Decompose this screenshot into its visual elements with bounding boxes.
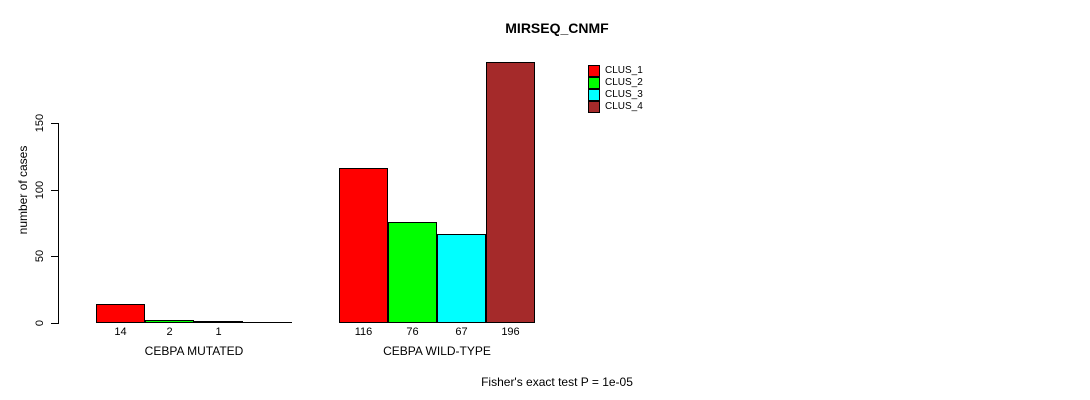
legend-item: CLUS_2 <box>588 77 643 89</box>
legend-label: CLUS_3 <box>605 89 643 100</box>
bar-value-label: 14 <box>114 326 127 338</box>
y-axis-tick <box>51 256 58 257</box>
y-axis-tick-label: 50 <box>34 249 46 263</box>
bar-value-label: 116 <box>354 326 373 338</box>
bar-clus_3-cebpa-mutated <box>194 321 243 323</box>
y-axis-tick <box>51 123 58 124</box>
legend-swatch-icon <box>588 101 600 113</box>
y-axis-title: number of cases <box>16 145 30 235</box>
y-axis-tick <box>51 190 58 191</box>
legend: CLUS_1 CLUS_2 CLUS_3 CLUS_4 <box>588 65 643 113</box>
bar-value-label: 76 <box>406 326 419 338</box>
legend-item: CLUS_1 <box>588 65 643 77</box>
legend-item: CLUS_4 <box>588 101 643 113</box>
legend-swatch-icon <box>588 65 600 77</box>
y-axis-tick-label: 0 <box>34 319 46 327</box>
y-axis-tick-label: 150 <box>34 113 46 133</box>
x-axis-group-label: CEBPA MUTATED <box>144 344 244 358</box>
legend-label: CLUS_1 <box>605 65 643 76</box>
bar-clus_1-cebpa-mutated <box>96 304 145 323</box>
bar-clus_4-cebpa-mutated <box>243 322 292 323</box>
bar-clus_2-cebpa-wild-type <box>388 222 437 323</box>
y-axis-line <box>58 123 59 324</box>
bar-clus_3-cebpa-wild-type <box>437 234 486 323</box>
legend-label: CLUS_2 <box>605 77 643 88</box>
bar-value-label: 2 <box>166 326 173 338</box>
fisher-test-annotation: Fisher's exact test P = 1e-05 <box>481 375 633 389</box>
y-axis-tick <box>51 323 58 324</box>
bar-value-label: 1 <box>215 326 222 338</box>
chart-title: MIRSEQ_CNMF <box>505 20 609 36</box>
legend-item: CLUS_3 <box>588 89 643 101</box>
bar-value-label: 67 <box>455 326 468 338</box>
bar-clus_1-cebpa-wild-type <box>339 168 388 323</box>
legend-swatch-icon <box>588 77 600 89</box>
x-axis-group-label: CEBPA WILD-TYPE <box>383 344 491 358</box>
bar-value-label: 196 <box>501 326 520 338</box>
bar-clus_4-cebpa-wild-type <box>486 62 535 323</box>
legend-label: CLUS_4 <box>605 101 643 112</box>
y-axis-tick-label: 100 <box>34 180 46 200</box>
bar-clus_2-cebpa-mutated <box>145 320 194 323</box>
legend-swatch-icon <box>588 89 600 101</box>
